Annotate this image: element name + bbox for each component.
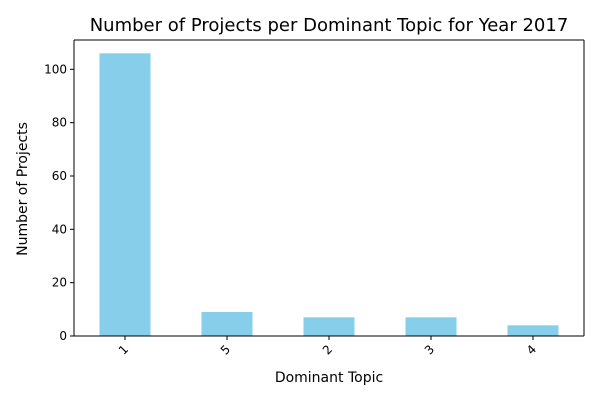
chart-title: Number of Projects per Dominant Topic fo…: [90, 15, 569, 36]
bar-topic-1: [99, 53, 151, 336]
y-tick-label: 20: [52, 276, 67, 290]
x-axis-ticks: 1 5 2 3 4: [116, 336, 539, 358]
y-axis-label: Number of Projects: [15, 122, 31, 256]
x-tick-label: 2: [320, 342, 335, 357]
x-tick-label: 4: [524, 342, 539, 357]
bar-topic-3: [405, 317, 457, 336]
bar-topic-4: [507, 325, 559, 336]
y-tick-label: 100: [44, 62, 67, 76]
x-axis-label: Dominant Topic: [275, 370, 383, 386]
x-tick-label: 3: [422, 342, 437, 357]
y-tick-label: 80: [52, 116, 67, 130]
y-tick-label: 40: [52, 222, 67, 236]
y-axis-ticks: 0 20 40 60 80 100: [44, 62, 74, 343]
bars-group: [99, 53, 559, 336]
x-tick-label: 1: [116, 342, 131, 357]
x-tick-label: 5: [218, 342, 233, 357]
bar-topic-5: [201, 312, 253, 336]
y-tick-label: 60: [52, 169, 67, 183]
bar-topic-2: [303, 317, 355, 336]
y-tick-label: 0: [59, 329, 67, 343]
